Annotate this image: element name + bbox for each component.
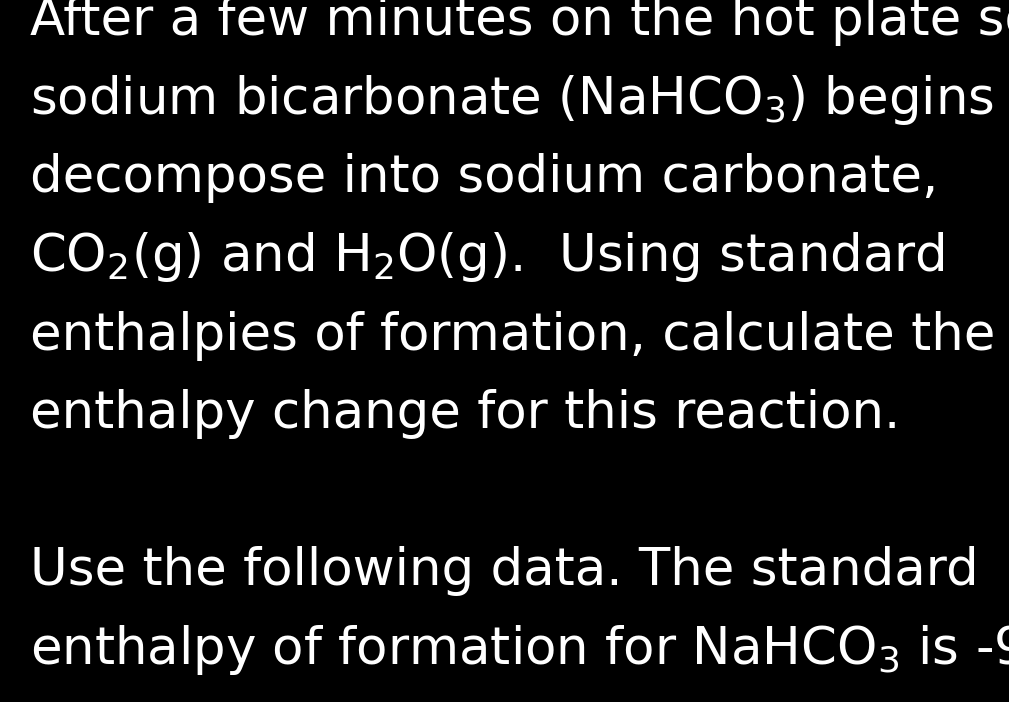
Text: Use the following data. The standard: Use the following data. The standard (30, 546, 979, 597)
Text: After a few minutes on the hot plate some: After a few minutes on the hot plate som… (30, 0, 1009, 46)
Text: enthalpies of formation, calculate the: enthalpies of formation, calculate the (30, 310, 996, 361)
Text: decompose into sodium carbonate,: decompose into sodium carbonate, (30, 153, 938, 204)
Text: enthalpy of formation for NaHCO$_{3}$ is -997: enthalpy of formation for NaHCO$_{3}$ is… (30, 623, 1009, 677)
Text: sodium bicarbonate (NaHCO$_{3}$) begins to: sodium bicarbonate (NaHCO$_{3}$) begins … (30, 73, 1009, 127)
Text: CO$_{2}$(g) and H$_{2}$O(g).  Using standard: CO$_{2}$(g) and H$_{2}$O(g). Using stand… (30, 230, 945, 284)
Text: enthalpy change for this reaction.: enthalpy change for this reaction. (30, 389, 900, 439)
